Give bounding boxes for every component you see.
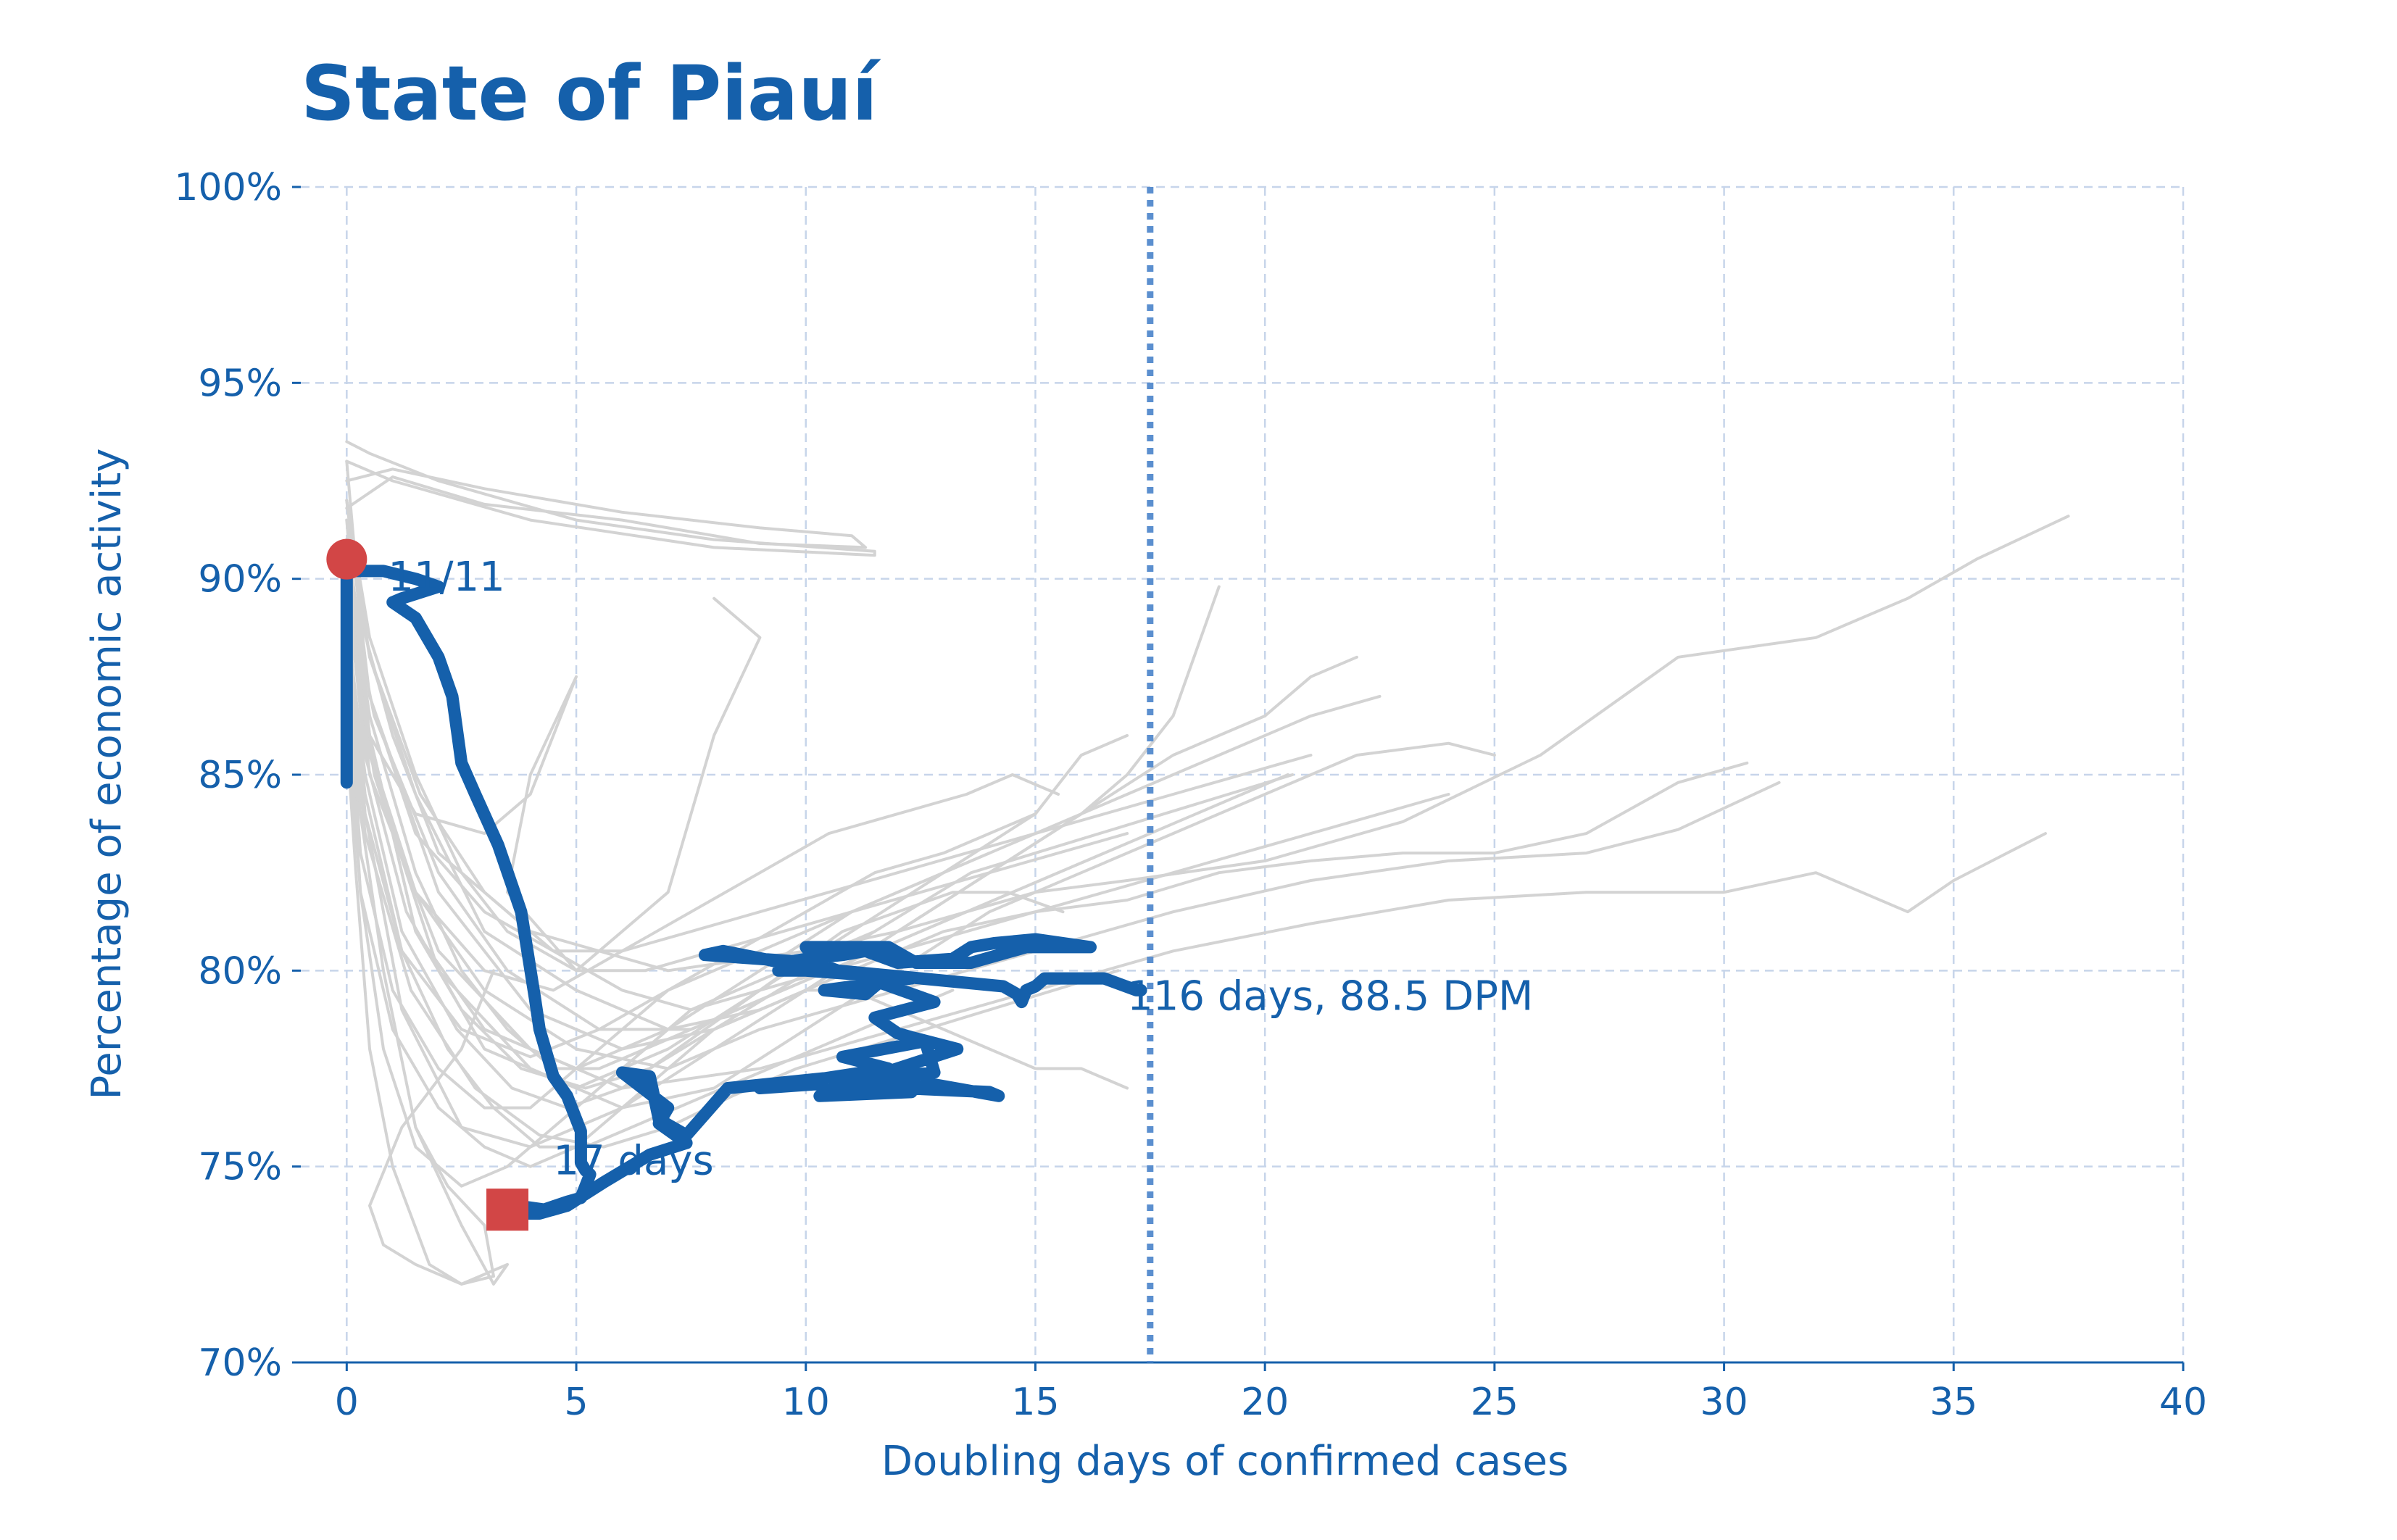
min-marker <box>486 1189 529 1231</box>
x-tick-label: 10 <box>782 1381 830 1424</box>
y-axis-label: Percentage of economic activity <box>83 449 130 1100</box>
background-series-line <box>345 655 509 1286</box>
background-series-line <box>345 616 955 1149</box>
x-tick-label: 25 <box>1471 1381 1519 1424</box>
background-series-line <box>345 577 1295 1090</box>
start-marker <box>326 538 367 580</box>
background-series-line <box>345 733 495 1286</box>
background-series-line <box>345 655 992 1110</box>
background-series-line <box>345 467 868 549</box>
background-series-line <box>345 499 1749 1031</box>
y-tick-label: 100% <box>174 166 282 209</box>
y-tick-label: 75% <box>198 1146 282 1189</box>
background-series-line <box>345 518 1450 1012</box>
background-series-line <box>345 596 762 973</box>
y-tick-label: 80% <box>198 949 282 993</box>
background-series-line <box>345 585 1221 1149</box>
background-series-line <box>345 675 1129 1168</box>
x-tick-label: 0 <box>335 1381 359 1424</box>
x-tick-label: 40 <box>2159 1381 2207 1424</box>
highlighted-series <box>326 538 1147 1231</box>
background-series-line <box>345 577 1060 992</box>
y-tick-label: 85% <box>198 754 282 797</box>
start-date-label: 11/11 <box>388 554 504 601</box>
end-summary-label: 116 days, 88.5 DPM <box>1127 973 1533 1020</box>
annotations: 11/11 116 days, 88.5 DPM 17 days <box>388 554 1533 1185</box>
x-tick-label: 35 <box>1929 1381 1977 1424</box>
background-series-line <box>345 440 876 557</box>
chart-title: State of Piauí <box>301 49 881 138</box>
y-tick-label: 70% <box>198 1341 282 1385</box>
x-tick-label: 30 <box>1700 1381 1748 1424</box>
x-tick-label: 20 <box>1241 1381 1289 1424</box>
background-series-line <box>345 459 2070 973</box>
y-tick-label: 90% <box>198 558 282 602</box>
x-tick-label: 15 <box>1011 1381 1059 1424</box>
highlighted-series-line <box>340 565 1147 1220</box>
axes: 0 5 10 15 20 25 30 35 40 70% 75% 80% 85% 90% 95% 100% <box>174 166 2207 1424</box>
background-series-line <box>345 538 1313 953</box>
x-tick-label: 5 <box>565 1381 589 1424</box>
background-series-line <box>345 499 1129 973</box>
background-series-line <box>345 577 1289 1031</box>
x-axis-label: Doubling days of confirmed cases <box>881 1438 1569 1485</box>
background-series-line <box>345 557 2047 1090</box>
background-series-line <box>345 616 1065 1110</box>
y-tick-label: 95% <box>198 362 282 405</box>
min-days-label: 17 days <box>553 1137 713 1184</box>
